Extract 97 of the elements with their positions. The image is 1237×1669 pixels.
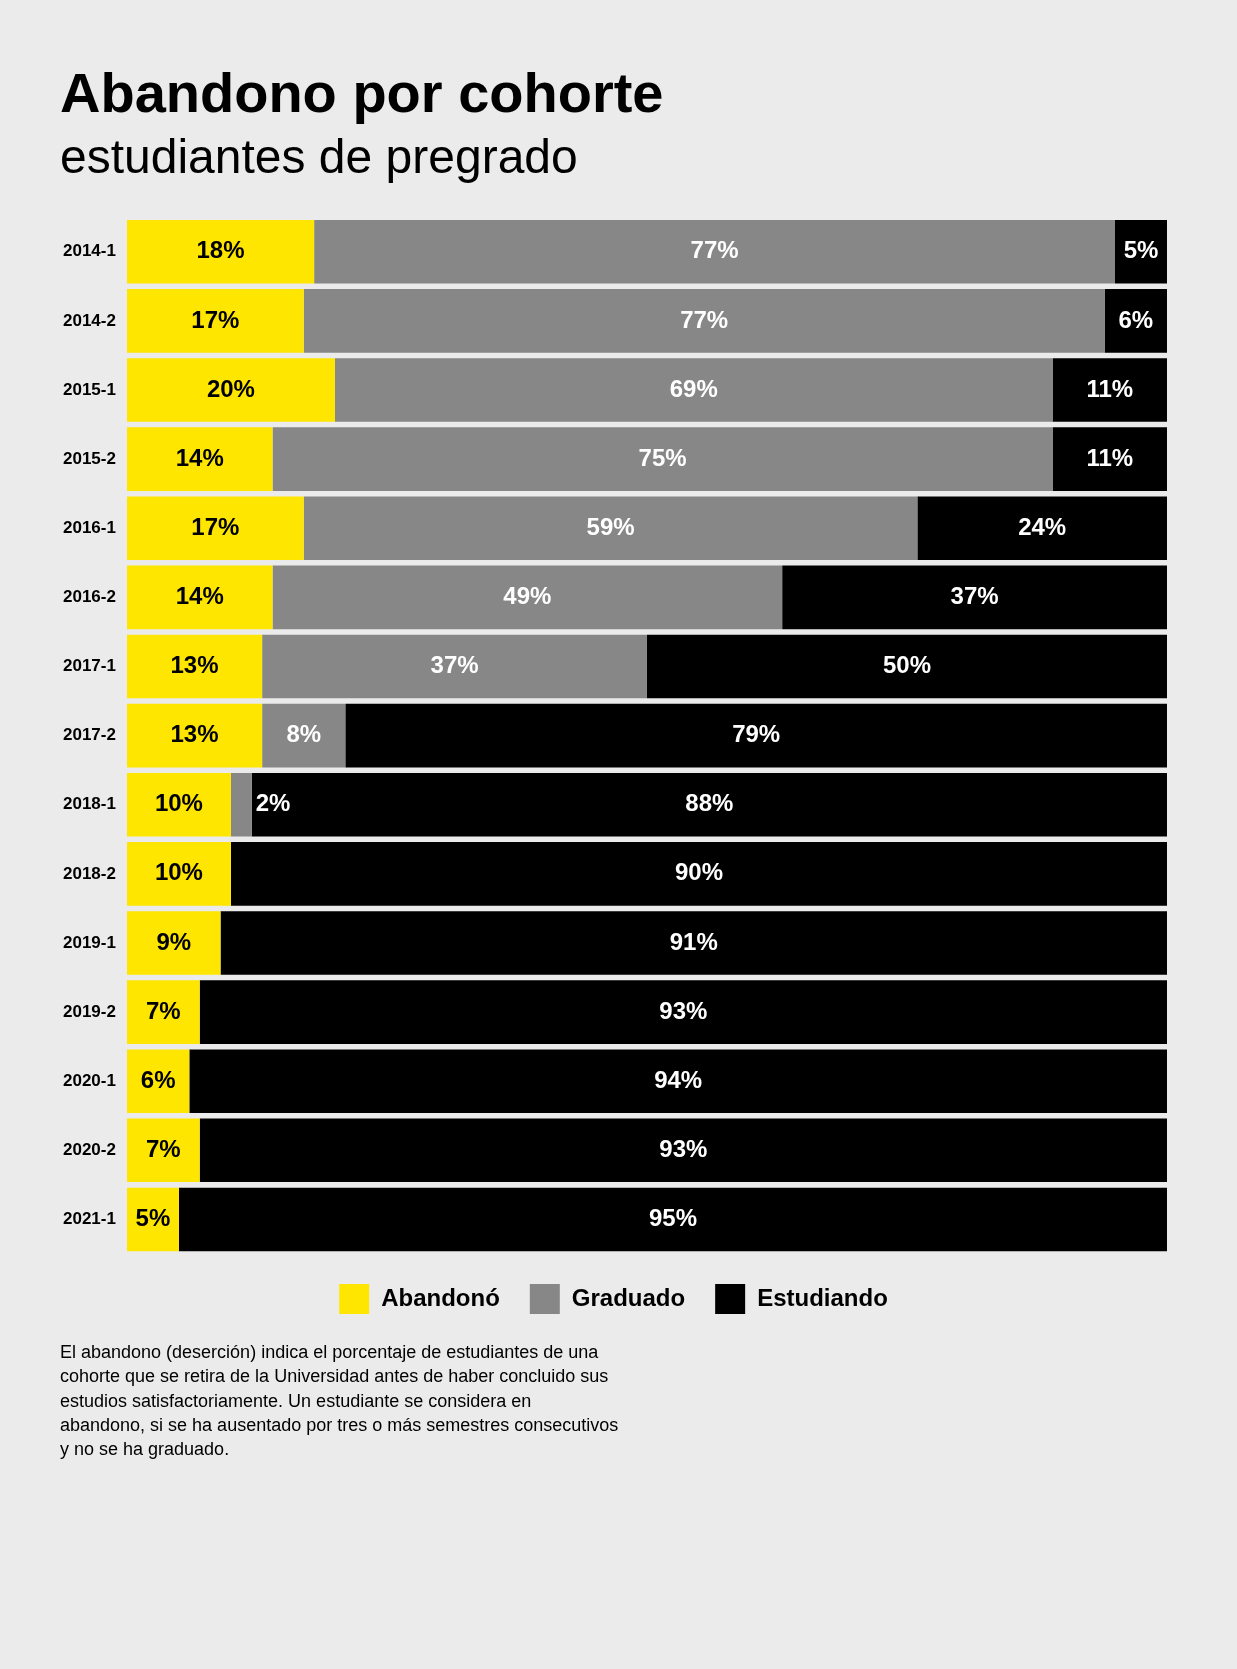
data-label: 93% bbox=[659, 996, 708, 1024]
bar bbox=[262, 703, 346, 768]
bar bbox=[126, 427, 273, 491]
bar bbox=[1104, 289, 1167, 353]
bar bbox=[220, 911, 1167, 975]
bar bbox=[230, 772, 252, 837]
data-label: 6% bbox=[140, 1065, 176, 1093]
bar bbox=[126, 772, 231, 837]
data-label: 37% bbox=[430, 651, 479, 679]
bar bbox=[345, 703, 1167, 768]
data-label: 10% bbox=[154, 858, 203, 886]
data-label: 11% bbox=[1086, 443, 1134, 471]
data-label: 59% bbox=[586, 512, 635, 540]
bar bbox=[917, 496, 1167, 561]
data-label: 9% bbox=[156, 927, 192, 955]
data-label: 20% bbox=[206, 374, 255, 402]
bar bbox=[126, 980, 200, 1044]
y-tick-label: 2017-1 bbox=[63, 656, 116, 676]
data-label: 95% bbox=[648, 1204, 697, 1232]
data-label: 14% bbox=[175, 443, 224, 471]
chart-title: Abandono por cohorte bbox=[60, 60, 665, 125]
data-label: 17% bbox=[191, 305, 240, 333]
data-label: 91% bbox=[669, 927, 718, 955]
bar bbox=[126, 911, 221, 975]
data-label: 13% bbox=[170, 720, 219, 748]
y-tick-label: 2019-2 bbox=[63, 1001, 116, 1021]
y-tick-label: 2019-1 bbox=[63, 932, 116, 952]
data-label: 7% bbox=[145, 1134, 181, 1162]
bar bbox=[334, 358, 1053, 422]
data-label: 69% bbox=[669, 374, 718, 402]
data-label: 88% bbox=[685, 789, 734, 817]
data-label: 77% bbox=[690, 236, 739, 264]
bar bbox=[1052, 427, 1167, 491]
bar bbox=[230, 842, 1167, 906]
bar bbox=[303, 496, 918, 561]
data-label: 79% bbox=[732, 720, 781, 748]
bar bbox=[314, 219, 1115, 284]
bar bbox=[126, 842, 231, 906]
bar bbox=[189, 1049, 1167, 1113]
legend-label: Estudiando bbox=[757, 1283, 888, 1311]
legend-label: Graduado bbox=[571, 1283, 686, 1311]
bar bbox=[126, 1118, 200, 1183]
y-tick-label: 2016-1 bbox=[63, 517, 116, 537]
y-tick-label: 2021-1 bbox=[63, 1209, 116, 1229]
y-tick-label: 2017-2 bbox=[63, 725, 116, 745]
data-label: 13% bbox=[170, 651, 219, 679]
data-label: 18% bbox=[196, 236, 245, 264]
bar bbox=[782, 565, 1167, 630]
data-label: 75% bbox=[638, 443, 687, 471]
data-label: 11% bbox=[1086, 374, 1134, 402]
data-label: 6% bbox=[1118, 305, 1154, 333]
data-label: 8% bbox=[286, 720, 322, 748]
data-label: 24% bbox=[1018, 512, 1067, 540]
legend-label: Abandonó bbox=[381, 1283, 500, 1311]
bar bbox=[199, 1118, 1167, 1183]
y-tick-label: 2018-1 bbox=[63, 794, 116, 814]
bar bbox=[262, 634, 647, 699]
bar bbox=[251, 772, 1167, 837]
text: El abandono (deserción) indica el porcentaje de estudiantes de una cohorte que se retira de la Universidad antes de haber concluido sus estudios satisfactoriamente. Un estudiante se considera en abandono, si se ha ausentado por tres o más semestres consecutivos y no se ha graduado. bbox=[60, 1341, 620, 1462]
y-tick-label: 2016-2 bbox=[63, 587, 116, 607]
data-label: 77% bbox=[680, 305, 729, 333]
bar bbox=[303, 289, 1105, 353]
y-tick-label: 2015-2 bbox=[63, 448, 116, 468]
bar bbox=[126, 358, 335, 422]
data-label: 2% bbox=[255, 789, 291, 817]
bar bbox=[272, 565, 783, 630]
bar bbox=[126, 565, 273, 630]
data-label: 5% bbox=[1123, 236, 1159, 264]
bar bbox=[126, 219, 315, 284]
data-label: 49% bbox=[503, 581, 552, 609]
y-tick-label: 2015-1 bbox=[63, 379, 116, 399]
bar bbox=[126, 703, 263, 768]
bar bbox=[126, 1049, 190, 1113]
bar bbox=[126, 496, 304, 561]
data-label: 37% bbox=[950, 581, 999, 609]
data-label: 14% bbox=[175, 581, 224, 609]
bar bbox=[272, 427, 1053, 491]
bar bbox=[178, 1187, 1167, 1252]
chart-subtitle: estudiantes de pregrado bbox=[60, 129, 579, 184]
y-tick-label: 2018-2 bbox=[63, 863, 116, 883]
bar bbox=[126, 289, 304, 353]
data-label: 17% bbox=[191, 512, 240, 540]
bar bbox=[199, 980, 1167, 1044]
data-label: 5% bbox=[135, 1204, 171, 1232]
bar bbox=[1052, 358, 1167, 422]
data-label: 94% bbox=[654, 1065, 703, 1093]
data-label: 90% bbox=[674, 858, 723, 886]
y-tick-label: 2020-1 bbox=[63, 1070, 116, 1090]
data-label: 50% bbox=[882, 651, 932, 679]
bar bbox=[646, 634, 1167, 699]
y-tick-label: 2014-1 bbox=[63, 241, 116, 261]
data-label: 93% bbox=[659, 1134, 708, 1162]
bar bbox=[126, 634, 263, 699]
y-tick-label: 2020-2 bbox=[63, 1140, 116, 1160]
y-tick-label: 2014-2 bbox=[63, 310, 116, 330]
data-label: 10% bbox=[154, 789, 203, 817]
data-label: 7% bbox=[145, 996, 181, 1024]
